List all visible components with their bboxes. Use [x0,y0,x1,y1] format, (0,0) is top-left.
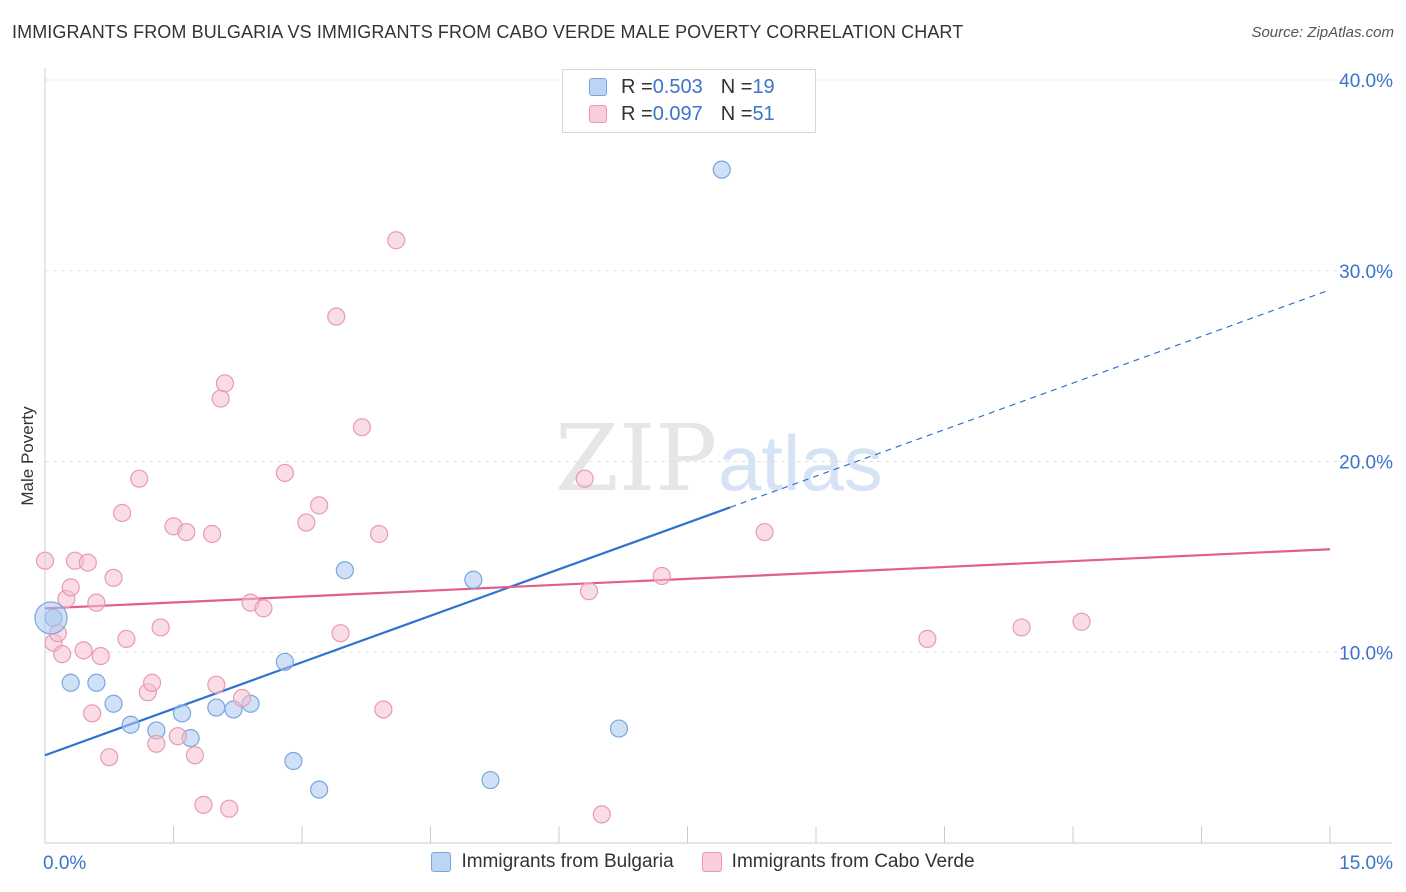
point-cabo-verde [168,727,187,746]
legend-n-value: 51 [752,102,775,125]
point-cabo-verde [142,673,162,692]
point-cabo-verde [78,553,97,572]
legend-row-cabo-verde: R = 0.097 N = 51 [589,102,775,126]
point-bulgaria [207,698,226,717]
legend-n-label: N = [720,75,753,98]
point-cabo-verde [652,566,671,586]
point-bulgaria [121,715,140,734]
point-cabo-verde [104,568,123,587]
point-cabo-verde [35,551,55,570]
point-cabo-verde [185,746,205,765]
trend-line-bulgaria-extension [730,289,1331,508]
point-cabo-verde [215,374,234,393]
point-cabo-verde [74,641,93,660]
series-name-cabo-verde: Immigrants from Cabo Verde [731,851,975,872]
legend-r-value: 0.503 [652,75,703,98]
point-cabo-verde [310,496,329,515]
point-cabo-verde [592,805,611,824]
point-bulgaria [275,652,294,671]
point-bulgaria [87,673,106,692]
point-cabo-verde [211,389,230,408]
series-swatch-cabo-verde [701,852,722,872]
legend-row-bulgaria: R = 0.503 N = 19 [589,75,775,99]
point-cabo-verde [297,513,316,532]
point-cabo-verde [147,734,166,753]
point-bulgaria [172,704,192,723]
point-cabo-verde [91,646,110,666]
axes [44,68,1392,844]
trend-lines [44,289,1331,757]
tick-labels: 10.0% 20.0% 30.0% 40.0% 0.0% 15.0% [43,71,1393,874]
legend-n-label: N = [720,102,753,125]
point-cabo-verde [207,675,226,694]
correlation-legend: R = 0.503 N = 19 R = 0.097 N = 51 [562,69,816,133]
point-bulgaria [284,751,303,771]
chart-title: IMMIGRANTS FROM BULGARIA VS IMMIGRANTS F… [12,22,964,42]
point-cabo-verde [254,599,273,618]
source-label: Source: ZipAtlas.com [1251,24,1394,41]
point-bulgaria [61,673,80,692]
legend-r-value: 0.097 [652,102,703,125]
point-cabo-verde [83,704,102,723]
point-cabo-verde [194,795,213,814]
point-cabo-verde [370,524,389,544]
y-tick-label: 30.0% [1339,262,1393,283]
watermark-zip: ZIP [555,405,717,512]
point-bulgaria [335,561,354,580]
point-bulgaria [464,570,483,589]
series-name-bulgaria: Immigrants from Bulgaria [461,851,674,872]
series-legend-cabo-verde: Immigrants from Cabo Verde [701,851,975,873]
point-cabo-verde [220,799,239,818]
trend-line-bulgaria [44,506,731,757]
point-bulgaria [104,694,123,713]
x-tick-label: 15.0% [1339,853,1393,874]
point-cabo-verde [130,469,149,488]
point-cabo-verde [374,700,393,719]
point-cabo-verde [331,624,350,643]
point-cabo-verde [579,582,599,601]
series-legend-bulgaria: Immigrants from Bulgaria [431,851,674,873]
point-bulgaria [609,719,629,738]
watermark-atlas: atlas [718,419,883,507]
point-cabo-verde [232,688,252,708]
point-cabo-verde [755,522,774,542]
point-cabo-verde [1072,612,1091,631]
point-cabo-verde [87,593,106,612]
point-cabo-verde [117,629,136,648]
point-cabo-verde [352,418,372,437]
legend-swatch-bulgaria [589,78,607,96]
point-cabo-verde [202,524,222,544]
series-legend: Immigrants from Bulgaria Immigrants from… [0,851,1406,873]
point-cabo-verde [275,463,294,483]
point-bulgaria-large [34,601,68,635]
y-tick-label: 10.0% [1339,643,1393,664]
point-cabo-verde [387,231,406,250]
y-tick-label: 40.0% [1339,71,1393,92]
y-axis-label: Male Poverty [18,406,37,506]
point-cabo-verde [918,629,937,648]
point-cabo-verde [61,578,80,597]
data-points [34,160,1091,824]
point-bulgaria [310,780,329,799]
legend-n-value: 19 [752,75,775,98]
series-swatch-bulgaria [431,852,452,872]
point-bulgaria [712,160,731,179]
trend-line-cabo-verde [44,548,1331,610]
point-bulgaria [481,770,500,790]
legend-r-label: R = [621,75,653,98]
point-cabo-verde [327,307,346,326]
point-cabo-verde [53,645,72,664]
legend-swatch-cabo-verde [589,105,607,123]
y-tick-label: 20.0% [1339,453,1393,474]
point-cabo-verde [151,618,170,637]
legend-r-label: R = [621,102,653,125]
point-cabo-verde [575,469,594,488]
point-cabo-verde [1012,618,1031,637]
point-cabo-verde [100,748,119,767]
x-tick-label: 0.0% [43,853,86,874]
point-cabo-verde [112,503,132,523]
watermark: ZIP atlas [555,405,883,512]
point-cabo-verde [177,522,196,542]
